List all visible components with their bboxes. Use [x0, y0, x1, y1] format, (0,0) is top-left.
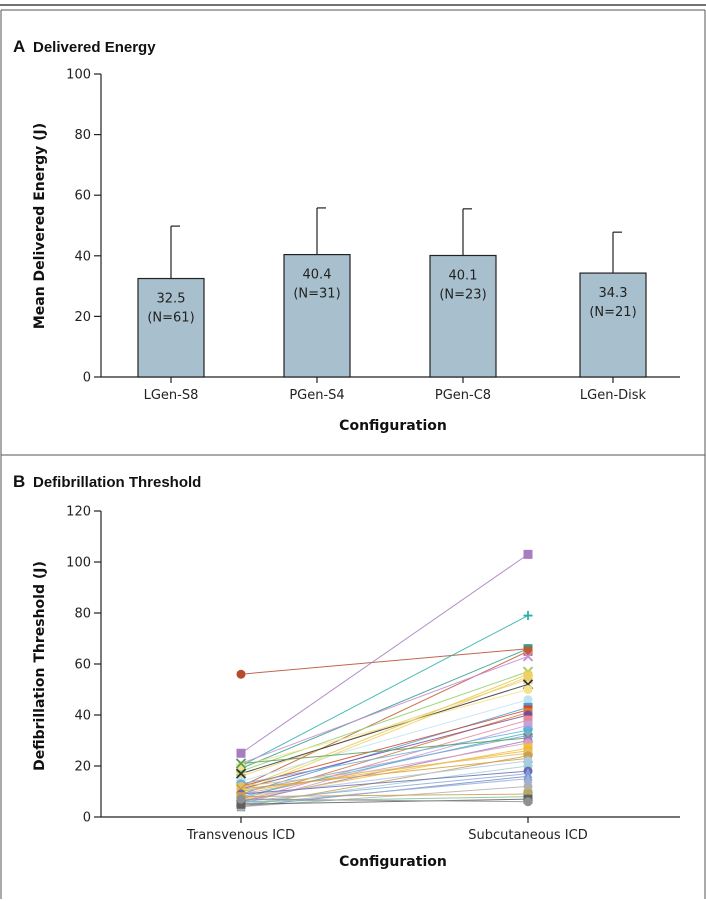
- panel-b-series-line: [240, 699, 529, 782]
- panel-a-bar-value-label: 32.5: [157, 292, 186, 307]
- panel-b-series-line: [240, 750, 529, 792]
- panel-b-letter: B: [13, 472, 25, 491]
- panel-a-bar-n-label: (N=21): [589, 305, 636, 320]
- panel-b-marker: [523, 781, 533, 791]
- panel-b-series-line: [240, 773, 529, 803]
- panel-b-marker: [236, 761, 246, 771]
- panel-b-series-line: [240, 742, 529, 795]
- panel-b-y-axis-title: Defibrillation Threshold (J): [32, 561, 48, 771]
- panel-a-axes: 0 20 40 60 80 100 LGen-S8 PGen-S4 PGen-C8 LGen-Di…: [66, 68, 680, 403]
- panel-b-series-line: [240, 689, 529, 767]
- panel-b-y-tick-label: 20: [74, 760, 91, 775]
- panel-b-axes: 0 20 40 60 80 100 120 Transvenous ICD Subcutaneo…: [66, 505, 680, 843]
- panel-b-series-line: [240, 673, 529, 790]
- panel-a-x-tick-label: PGen-C8: [435, 388, 491, 403]
- panel-b-x-tick-label: Subcutaneous ICD: [468, 828, 587, 843]
- panel-b-y-tick-label: 0: [83, 811, 91, 826]
- panel-a-x-axis-title: Configuration: [339, 418, 447, 434]
- panel-a-y-tick-label: 100: [66, 68, 91, 83]
- panel-b-marker: [523, 797, 533, 807]
- panel-a-x-tick-label: LGen-Disk: [580, 388, 647, 403]
- panel-b-series-line: [240, 796, 529, 803]
- panel-b-title: Defibrillation Threshold: [33, 474, 201, 491]
- panel-b-series-line: [240, 798, 529, 805]
- panel-b-y-tick-label: 120: [66, 505, 91, 520]
- panel-a-y-tick-label: 60: [74, 189, 91, 204]
- panel-a-x-tick-label: PGen-S4: [289, 388, 344, 403]
- panel-a-bar-value-label: 40.4: [303, 268, 332, 283]
- panel-b-y-tick-label: 40: [74, 709, 91, 724]
- panel-a-y-tick-label: 0: [83, 371, 91, 386]
- panel-b-marker: [523, 773, 533, 784]
- panel-b-series-line: [240, 648, 529, 675]
- panel-b-series-line: [240, 770, 529, 795]
- panel-b-x-axis-title: Configuration: [339, 854, 447, 870]
- panel-b-series-line: [240, 709, 529, 787]
- panel-b-series-line: [240, 798, 529, 803]
- panel-a-bar: [429, 254, 497, 378]
- panel-b-marker: [523, 611, 533, 621]
- panel-b-series-line: [240, 734, 529, 792]
- panel-b-series-line: [240, 757, 529, 790]
- panel-b-series-line: [240, 719, 529, 803]
- panel-a-bar: [283, 253, 351, 378]
- panel-b-marker: [236, 781, 246, 791]
- panel-a-bar-n-label: (N=31): [293, 287, 340, 302]
- panel-b-series-line: [240, 648, 529, 770]
- panel-a-bar-n-label: (N=23): [439, 287, 486, 302]
- panel-a: A Delivered Energy Mean Delivered Energy…: [13, 37, 680, 434]
- panel-b-y-tick-label: 100: [66, 556, 91, 571]
- panel-b-series-line: [240, 737, 529, 764]
- panel-b-series-line: [240, 671, 529, 772]
- panel-a-bar-n-label: (N=61): [147, 311, 194, 326]
- panel-b-marker: [523, 549, 533, 559]
- panel-b-marker: [523, 685, 533, 694]
- panel-b-marker: [236, 794, 246, 804]
- panel-b-series-line: [240, 683, 529, 775]
- panel-b-series-line: [240, 729, 529, 785]
- panel-b-lines: [240, 553, 529, 808]
- panel-a-bar-value-label: 40.1: [449, 268, 478, 283]
- panel-b-marker: [236, 669, 246, 679]
- panel-b-markers: [235, 549, 534, 812]
- panel-b-marker: [235, 758, 247, 769]
- panel-b-marker: [522, 651, 534, 662]
- panel-a-bar: [579, 272, 647, 378]
- panel-b: B Defibrillation Threshold Defibrillatio…: [13, 472, 680, 870]
- panel-b-y-tick-label: 60: [74, 658, 91, 673]
- panel-a-bar-value-label: 34.3: [599, 286, 628, 301]
- panel-b-x-tick-label: Transvenous ICD: [186, 828, 295, 843]
- panel-b-y-tick-label: 80: [74, 607, 91, 622]
- panel-a-y-tick-label: 80: [74, 128, 91, 143]
- panel-b-series-line: [240, 752, 529, 787]
- panel-a-y-tick-label: 40: [74, 249, 91, 264]
- panel-b-marker: [523, 672, 533, 682]
- panel-b-marker: [523, 789, 533, 799]
- panel-a-y-tick-label: 20: [74, 310, 91, 325]
- panel-b-series-line: [240, 765, 529, 805]
- panel-a-letter: A: [13, 37, 25, 56]
- panel-b-marker: [523, 646, 533, 656]
- panel-b-series-line: [240, 615, 529, 767]
- panel-b-marker: [235, 768, 247, 779]
- panel-a-x-tick-label: LGen-S8: [144, 388, 199, 403]
- panel-b-series-line: [240, 732, 529, 798]
- panel-a-title: Delivered Energy: [33, 39, 156, 56]
- panel-b-marker: [523, 715, 533, 725]
- panel-b-marker: [523, 695, 533, 705]
- panel-b-series-line: [240, 714, 529, 790]
- panel-a-bars: 32.5 (N=61) 40.4 (N=31) 40.1 (N=23) 34.3 (N=21): [137, 207, 647, 378]
- panel-b-series-line: [240, 793, 529, 798]
- panel-a-y-axis-title: Mean Delivered Energy (J): [32, 123, 48, 329]
- panel-b-series-line: [240, 655, 529, 764]
- panel-b-marker: [236, 799, 246, 809]
- panel-b-marker: [236, 748, 246, 758]
- panel-a-bar: [137, 277, 205, 378]
- panel-b-series-line: [240, 553, 529, 754]
- panel-b-marker: [523, 720, 533, 730]
